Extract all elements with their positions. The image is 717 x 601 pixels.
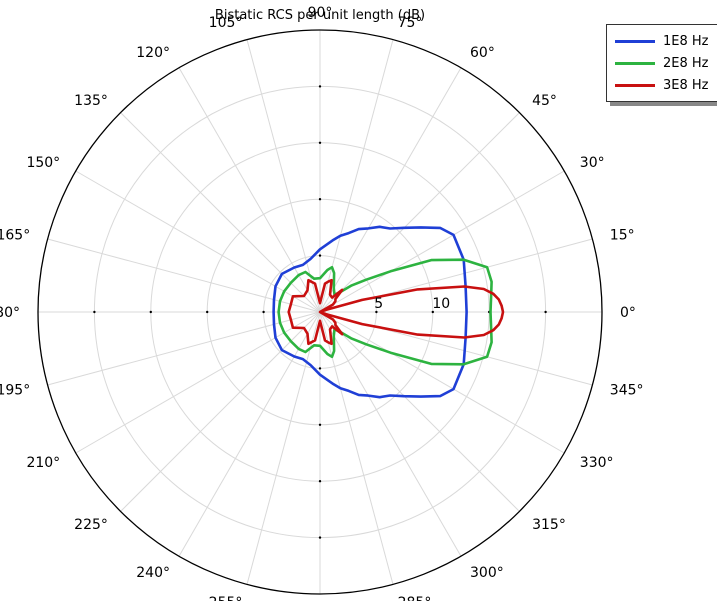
- angle-tick-label: 165°: [0, 227, 30, 243]
- polar-grid: [37, 29, 603, 595]
- series-1e8-line: [272, 225, 468, 399]
- grid-spoke: [319, 311, 394, 585]
- grid-tick-mark: [149, 310, 152, 314]
- angle-tick-label: 225°: [74, 517, 108, 533]
- angle-tick-label: 90°: [308, 5, 333, 21]
- grid-tick-mark: [318, 254, 322, 257]
- legend-item-2e8: 2E8 Hz: [615, 52, 709, 74]
- legend: 1E8 Hz 2E8 Hz 3E8 Hz: [606, 24, 717, 102]
- angle-tick-label: 255°: [209, 595, 243, 601]
- chart-title: Bistatic RCS per unit length (dB): [215, 8, 425, 23]
- grid-tick-mark: [318, 480, 322, 483]
- grid-tick-mark: [318, 423, 322, 426]
- radial-tick-label: 5: [374, 296, 383, 312]
- grid-tick-mark: [93, 310, 96, 314]
- grid-tick-mark: [544, 310, 547, 314]
- angle-tick-label: 135°: [74, 93, 108, 109]
- grid-spoke: [75, 170, 321, 313]
- angle-tick-label: 240°: [136, 565, 170, 581]
- angle-tick-label: 0°: [620, 305, 636, 321]
- grid-spoke: [120, 311, 321, 512]
- angle-tick-label: 195°: [0, 383, 30, 399]
- radial-tick-label: 10: [432, 296, 450, 312]
- grid-spoke: [319, 67, 462, 313]
- legend-line-3e8: [615, 83, 655, 87]
- angle-tick-label: 75°: [398, 15, 423, 31]
- angle-tick-label: 120°: [136, 45, 170, 61]
- legend-label-1e8: 1E8 Hz: [663, 33, 709, 49]
- legend-label-2e8: 2E8 Hz: [663, 55, 709, 71]
- angle-tick-label: 30°: [580, 155, 605, 171]
- grid-spoke: [319, 311, 565, 454]
- angle-tick-label: 315°: [532, 517, 566, 533]
- angle-tick-label: 345°: [610, 383, 644, 399]
- grid-spoke: [246, 311, 321, 585]
- outer-ring: [37, 29, 603, 595]
- grid-tick-mark: [262, 310, 265, 314]
- angle-tick-label: 285°: [398, 595, 432, 601]
- grid-spoke: [319, 112, 520, 313]
- grid-spoke: [319, 39, 394, 313]
- grid-tick-mark: [318, 198, 322, 201]
- grid-tick-mark: [318, 85, 322, 88]
- angle-tick-label: 300°: [470, 565, 504, 581]
- series-2e8-line: [277, 258, 493, 366]
- grid-spoke: [178, 311, 321, 557]
- axis-labels: 0° 15° 30° 45° 60° 75° 90° 105° 120° 135° 150° 165°…: [0, 5, 644, 601]
- grid-spoke: [178, 67, 321, 313]
- legend-item-1e8: 1E8 Hz: [615, 30, 709, 52]
- grid-tick-mark: [431, 310, 434, 314]
- grid-tick-mark: [318, 536, 322, 539]
- series-layer: [272, 225, 505, 399]
- grid-tick-mark: [206, 310, 209, 314]
- angle-tick-label: 60°: [470, 45, 495, 61]
- angle-tick-label: 105°: [209, 15, 243, 31]
- grid-spoke: [246, 39, 321, 313]
- series-3e8-line: [287, 278, 505, 346]
- angle-tick-label: 330°: [580, 455, 614, 471]
- grid-tick-mark: [318, 367, 322, 370]
- grid-spoke: [75, 311, 321, 454]
- legend-line-1e8: [615, 39, 655, 43]
- angle-tick-label: 210°: [26, 455, 60, 471]
- angle-tick-label: 15°: [610, 227, 635, 243]
- legend-item-3e8: 3E8 Hz: [615, 74, 709, 96]
- angle-tick-label: 45°: [532, 93, 557, 109]
- angle-tick-label: 150°: [26, 155, 60, 171]
- grid-spoke: [319, 311, 520, 512]
- legend-line-2e8: [615, 61, 655, 65]
- grid-spoke: [120, 112, 321, 313]
- grid-spoke: [319, 170, 565, 313]
- grid-tick-mark: [318, 141, 322, 144]
- legend-label-3e8: 3E8 Hz: [663, 77, 709, 93]
- grid-tick-mark: [375, 310, 378, 314]
- angle-tick-label: 180°: [0, 305, 20, 321]
- grid-spoke: [319, 311, 462, 557]
